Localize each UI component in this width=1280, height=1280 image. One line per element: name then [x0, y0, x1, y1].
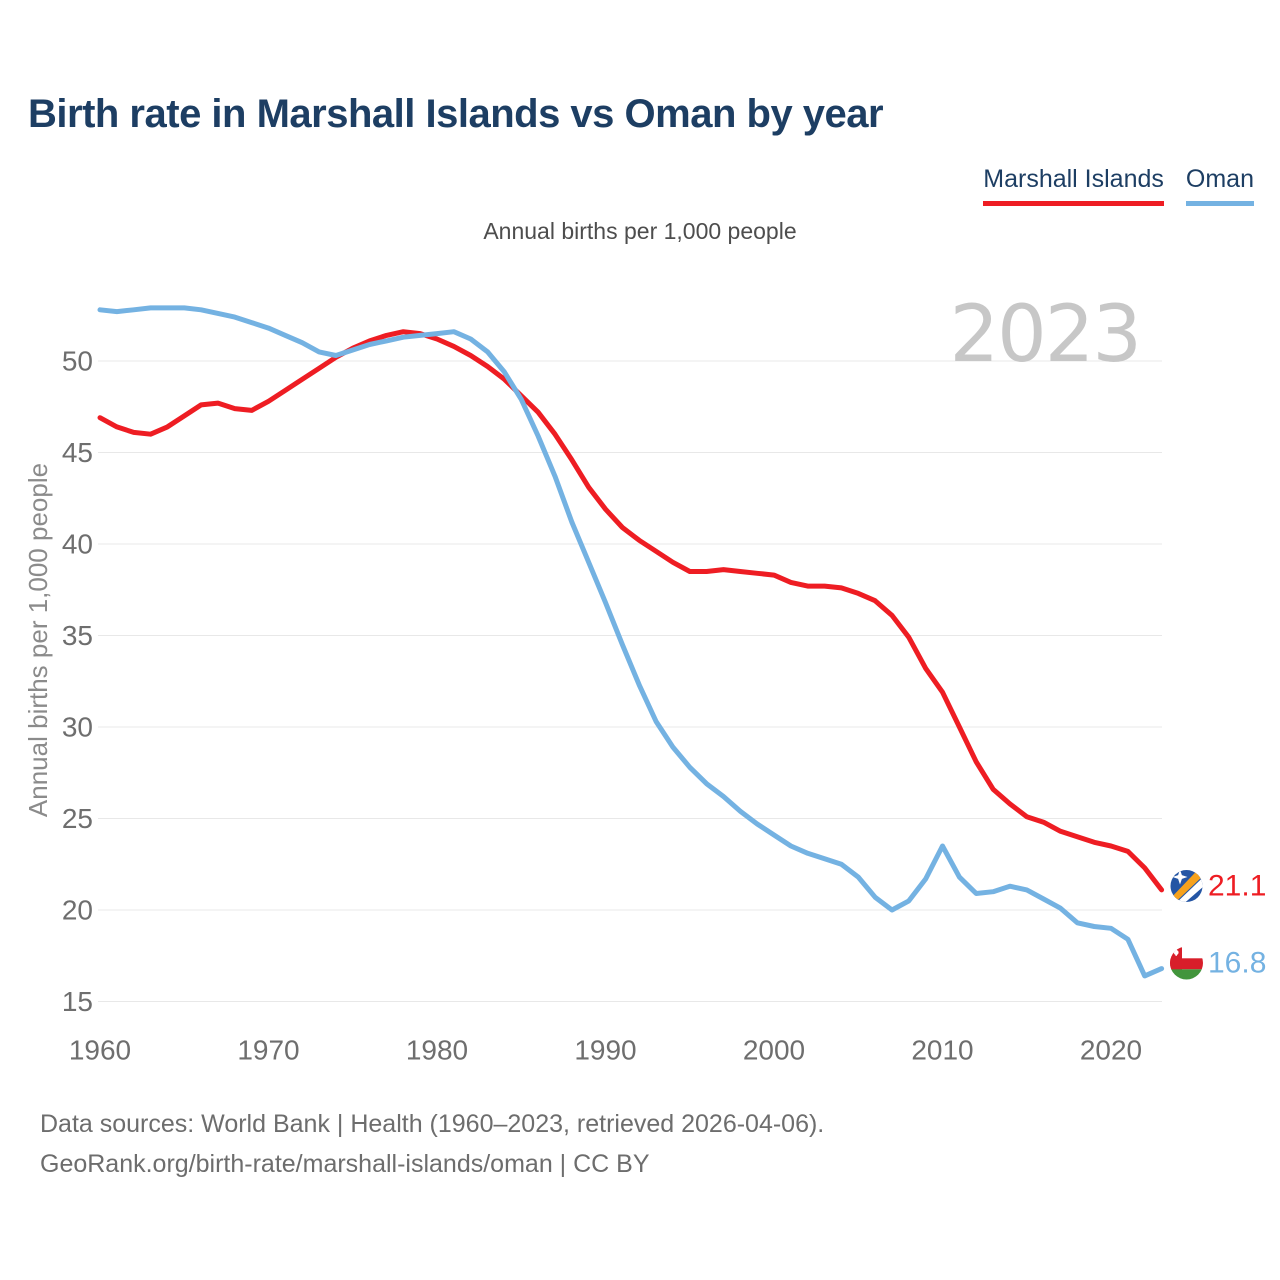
x-tick: 1970 — [237, 1035, 299, 1066]
x-tick: 1960 — [69, 1035, 131, 1066]
x-tick: 2010 — [911, 1035, 973, 1066]
y-axis-ticks: 50 45 40 35 30 25 20 15 — [62, 346, 93, 1018]
page-title: Birth rate in Marshall Islands vs Oman b… — [28, 92, 884, 136]
x-tick: 1980 — [406, 1035, 468, 1066]
watermark-year: 2023 — [949, 290, 1140, 380]
x-tick: 1990 — [574, 1035, 636, 1066]
marshall-islands-flag-icon — [1170, 870, 1203, 902]
footer-attribution: GeoRank.org/birth-rate/marshall-islands/… — [40, 1150, 650, 1178]
y-tick: 40 — [62, 529, 93, 560]
y-tick: 20 — [62, 895, 93, 926]
legend-item-marshall-islands[interactable]: Marshall Islands — [983, 165, 1164, 206]
y-tick: 35 — [62, 620, 93, 651]
footer-data-sources: Data sources: World Bank | Health (1960–… — [40, 1110, 825, 1138]
y-tick: 50 — [62, 346, 93, 377]
gridlines — [98, 360, 1162, 1002]
y-axis-title: Annual births per 1,000 people — [23, 463, 53, 817]
oman-line[interactable] — [97, 305, 1165, 979]
footer: Data sources: World Bank | Health (1960–… — [40, 1104, 824, 1184]
end-value-marshall-islands: 21.1 — [1208, 870, 1266, 903]
y-tick: 30 — [62, 712, 93, 743]
legend-label-oman: Oman — [1185, 165, 1254, 193]
x-axis-ticks: 1960 1970 1980 1990 2000 2010 2020 — [69, 1035, 1142, 1066]
chart-subtitle: Annual births per 1,000 people — [483, 218, 797, 244]
legend: Marshall Islands Oman — [983, 165, 1254, 206]
y-tick: 45 — [62, 437, 93, 468]
x-tick: 2020 — [1080, 1035, 1142, 1066]
end-value-oman: 16.8 — [1208, 947, 1266, 980]
legend-label-marshall-islands: Marshall Islands — [983, 165, 1164, 193]
x-tick: 2000 — [743, 1035, 805, 1066]
legend-item-oman[interactable]: Oman — [1185, 165, 1254, 206]
y-tick: 15 — [62, 986, 93, 1017]
oman-flag-icon — [1170, 946, 1203, 980]
marshall-islands-line[interactable] — [97, 329, 1165, 893]
y-tick: 25 — [62, 803, 93, 834]
